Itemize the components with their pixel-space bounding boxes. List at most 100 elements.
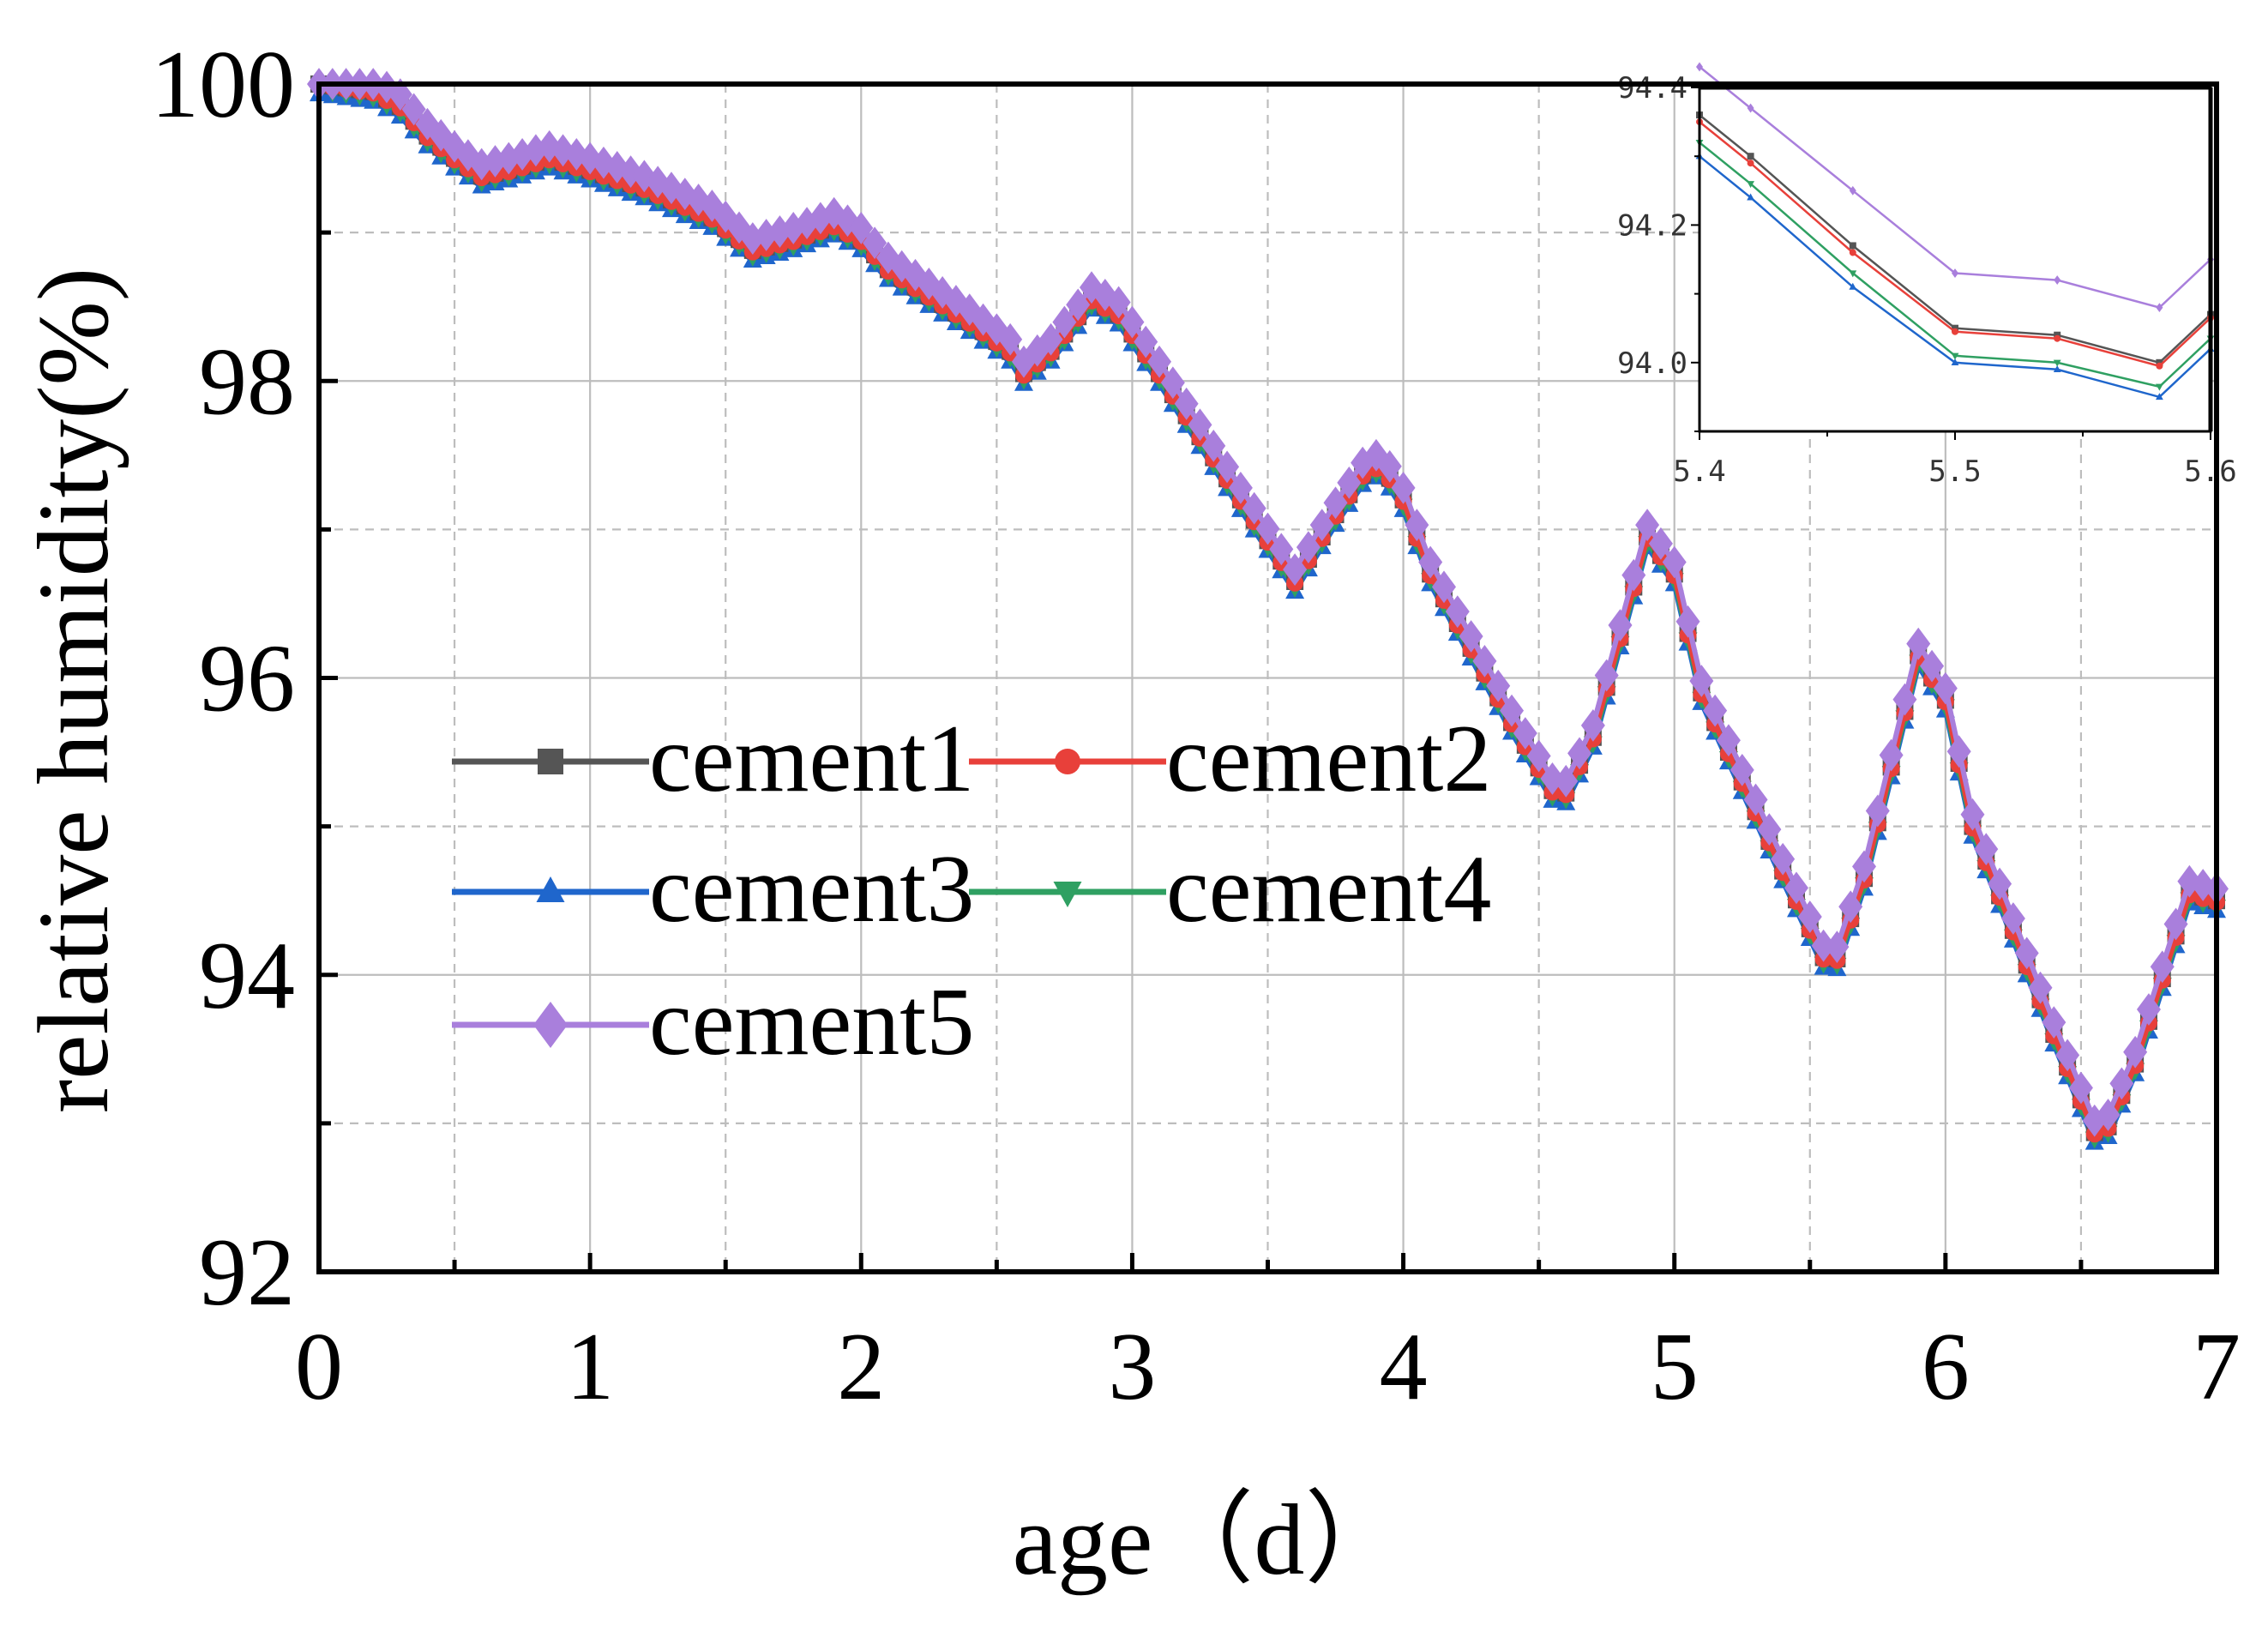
inset-marker-cement5 — [2054, 275, 2061, 285]
legend-label: cement1 — [649, 706, 974, 812]
series-marker-cement5 — [1160, 366, 1185, 400]
y-tick-label: 92 — [199, 1219, 295, 1326]
legend-item-cement3: cement3 — [452, 836, 974, 942]
series-marker-cement5 — [808, 202, 833, 235]
series-marker-cement5 — [1580, 709, 1605, 742]
x-tick-label: 4 — [1380, 1314, 1428, 1420]
series-marker-cement5 — [1526, 739, 1551, 773]
series-marker-cement5 — [1797, 900, 1822, 933]
inset-x-tick-label: 5.6 — [2184, 455, 2236, 489]
inset-marker-cement1 — [1747, 153, 1754, 160]
inset-marker-cement1 — [2054, 331, 2061, 339]
inset-x-tick-label: 5.4 — [1673, 455, 1725, 489]
legend-item-cement5: cement5 — [452, 969, 974, 1075]
series-marker-cement5 — [1933, 671, 1958, 705]
x-axis-title: age（d） — [1013, 1484, 1406, 1596]
x-tick-label: 5 — [1651, 1314, 1699, 1420]
series-marker-cement5 — [1405, 509, 1429, 542]
legend-marker — [1055, 749, 1080, 774]
series-marker-cement5 — [632, 160, 657, 193]
x-tick-label: 6 — [1922, 1314, 1970, 1420]
series-marker-cement5 — [2055, 1039, 2080, 1072]
series-marker-cement5 — [767, 215, 792, 248]
x-tick-label: 3 — [1108, 1314, 1156, 1420]
series-marker-cement5 — [2163, 907, 2188, 941]
x-tick-label: 2 — [837, 1314, 885, 1420]
series-marker-cement5 — [1946, 735, 1971, 768]
series-marker-cement5 — [1418, 545, 1443, 579]
series-marker-cement5 — [1283, 553, 1308, 587]
series-marker-cement5 — [1811, 929, 1836, 962]
y-axis-title: relative humidity(%) — [17, 268, 129, 1113]
inset-marker-cement1 — [1952, 324, 1958, 332]
series-marker-cement5 — [1038, 322, 1063, 356]
series-marker-cement5 — [1784, 871, 1808, 905]
series-marker-cement5 — [1391, 472, 1416, 504]
series-marker-cement5 — [1757, 813, 1782, 846]
series-marker-cement5 — [1472, 644, 1497, 677]
series-marker-cement5 — [1459, 620, 1483, 653]
inset-marker-cement5 — [2156, 303, 2163, 313]
inset-x-tick-label: 5.5 — [1928, 455, 1981, 489]
series-marker-cement5 — [1215, 450, 1240, 484]
series-marker-cement5 — [1228, 472, 1253, 504]
series-marker-cement5 — [1906, 627, 1931, 660]
series-marker-cement5 — [1892, 683, 1917, 716]
series-marker-cement5 — [2136, 993, 2161, 1026]
series-marker-cement5 — [537, 129, 562, 163]
inset-marker-cement4 — [2053, 359, 2061, 367]
series-marker-cement5 — [605, 151, 629, 184]
series-marker-cement5 — [646, 166, 671, 199]
series-marker-cement5 — [1296, 531, 1320, 564]
series-marker-cement5 — [1689, 665, 1714, 697]
series-marker-cement5 — [1920, 649, 1945, 683]
inset-marker-cement3 — [1849, 282, 1857, 290]
inset-plot: 5.4 5.5 5.6 94.0 94.2 94.4 — [1617, 62, 2237, 489]
series-marker-cement5 — [930, 276, 955, 309]
series-marker-cement5 — [1309, 509, 1334, 542]
series-marker-cement5 — [1188, 408, 1212, 442]
inset-marker-cement3 — [1951, 358, 1959, 365]
series-marker-cement5 — [998, 322, 1023, 356]
series-marker-cement5 — [1771, 842, 1796, 876]
series-marker-cement5 — [1594, 659, 1619, 692]
inset-marker-cement2 — [2054, 334, 2061, 342]
main-axes: 0 1 2 3 4 5 6 7 92 94 96 98 100 — [151, 32, 2241, 1420]
series-cement5 — [307, 68, 2229, 1137]
series-marker-cement5 — [1323, 486, 1348, 520]
series-marker-cement5 — [984, 313, 1009, 346]
legend-marker — [538, 749, 563, 774]
series-marker-cement5 — [1703, 694, 1728, 727]
inset-marker-cement4 — [1951, 352, 1959, 360]
series-marker-cement5 — [1960, 798, 1985, 831]
series-marker-cement5 — [2123, 1035, 2148, 1069]
inset-marker-cement5 — [1747, 103, 1754, 113]
inset-marker-cement4 — [1849, 270, 1857, 278]
series-marker-cement5 — [1608, 609, 1633, 641]
series-marker-cement5 — [1567, 737, 1592, 770]
series-marker-cement5 — [1147, 345, 1172, 378]
series-marker-cement5 — [1635, 509, 1660, 542]
inset-marker-cement2 — [1849, 249, 1856, 256]
inset-marker-cement5 — [1696, 62, 1703, 72]
series-marker-cement5 — [1377, 449, 1402, 483]
series-marker-cement5 — [442, 129, 467, 163]
series-marker-cement5 — [401, 93, 426, 126]
legend-label: cement4 — [1166, 836, 1491, 942]
series-marker-cement5 — [2042, 1006, 2066, 1039]
legend-label: cement5 — [649, 969, 974, 1075]
inset-marker-cement3 — [2053, 365, 2061, 373]
series-marker-cement5 — [1066, 288, 1091, 322]
series-marker-cement5 — [1201, 429, 1226, 462]
legend-item-cement2: cement2 — [969, 706, 1491, 812]
series-marker-cement5 — [429, 118, 454, 152]
series-marker-cement5 — [1730, 753, 1754, 786]
series-marker-cement5 — [2000, 902, 2025, 935]
series-marker-cement5 — [1621, 558, 1646, 592]
series-marker-cement5 — [1865, 794, 1890, 828]
series-marker-cement5 — [849, 212, 874, 244]
x-tick-label: 1 — [566, 1314, 614, 1420]
series-marker-cement5 — [1445, 595, 1470, 629]
inset-marker-cement2 — [2156, 362, 2163, 370]
